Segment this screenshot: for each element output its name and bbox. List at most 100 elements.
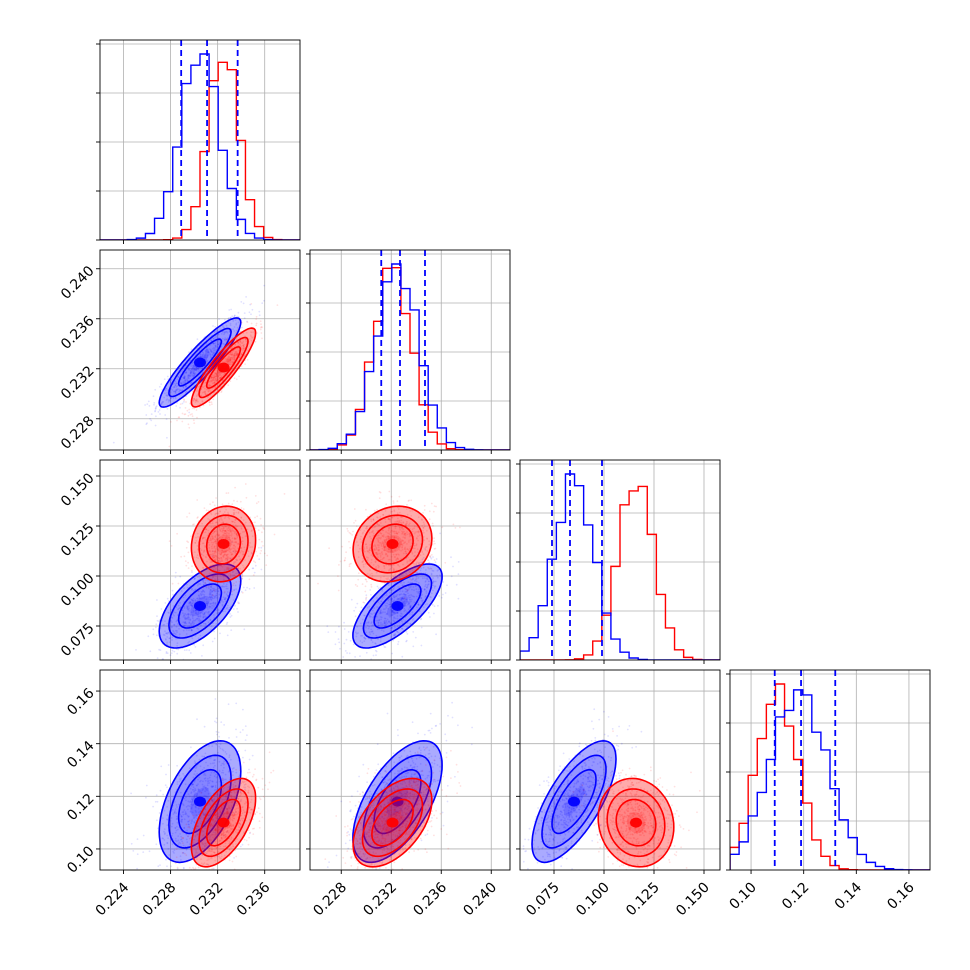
scatter-point	[348, 540, 350, 543]
scatter-point	[238, 580, 241, 583]
scatter-point	[199, 597, 202, 600]
scatter-point	[202, 353, 205, 356]
scatter-point	[175, 405, 178, 407]
density-peak	[217, 362, 230, 373]
scatter-point	[219, 376, 222, 379]
scatter-point	[217, 379, 220, 382]
scatter-point	[155, 405, 158, 407]
scatter-point	[385, 619, 388, 622]
scatter-point	[207, 777, 209, 780]
scatter-point	[196, 394, 199, 396]
scatter-point	[237, 328, 239, 331]
scatter-point	[220, 553, 222, 556]
scatter-point	[203, 725, 206, 728]
scatter-point	[401, 533, 403, 535]
scatter-point	[357, 544, 360, 547]
scatter-point	[232, 786, 235, 789]
scatter-point	[379, 554, 382, 557]
scatter-point	[223, 591, 226, 594]
scatter-point	[407, 581, 410, 583]
scatter-point	[227, 359, 230, 361]
scatter-point	[231, 540, 234, 542]
scatter-point	[149, 418, 152, 420]
scatter-point	[399, 593, 401, 596]
scatter-point	[394, 626, 396, 629]
scatter-point	[367, 627, 370, 630]
scatter-point	[198, 594, 200, 597]
scatter-point	[378, 619, 380, 622]
scatter-point	[208, 605, 211, 608]
scatter-point	[218, 855, 220, 858]
scatter-point	[215, 721, 218, 724]
scatter-point	[225, 339, 227, 341]
scatter-point	[190, 628, 193, 631]
scatter-point	[230, 308, 233, 311]
scatter-point	[166, 806, 169, 808]
scatter-point	[202, 622, 205, 625]
scatter-point	[234, 352, 237, 355]
scatter-point	[401, 540, 404, 542]
scatter-point	[214, 377, 217, 380]
scatter-point	[213, 759, 215, 762]
scatter-point	[236, 534, 239, 537]
scatter-point	[232, 570, 235, 573]
scatter-point	[207, 579, 209, 582]
scatter-point	[212, 589, 215, 592]
scatter-point	[216, 370, 219, 373]
scatter-point	[234, 319, 237, 321]
scatter-point	[251, 567, 254, 570]
scatter-point	[200, 342, 203, 345]
scatter-point	[415, 578, 417, 581]
scatter-point	[240, 527, 243, 529]
scatter-point	[205, 761, 207, 764]
scatter-point	[191, 797, 193, 800]
scatter-point	[214, 759, 217, 761]
scatter-point	[217, 548, 219, 551]
scatter-point	[168, 637, 171, 640]
scatter-point	[215, 743, 218, 746]
scatter-point	[386, 578, 389, 581]
scatter-point	[170, 378, 173, 381]
scatter-point	[363, 547, 366, 550]
scatter-point	[378, 524, 381, 526]
scatter-point	[203, 794, 206, 797]
scatter-point	[393, 530, 395, 532]
scatter-point	[225, 525, 228, 528]
scatter-point	[155, 415, 157, 418]
scatter-point	[254, 516, 256, 519]
scatter-point	[203, 611, 206, 614]
scatter-point	[361, 641, 364, 644]
scatter-point	[433, 612, 435, 615]
scatter-point	[178, 416, 181, 419]
scatter-point	[242, 551, 245, 553]
scatter-point	[240, 528, 243, 530]
scatter-point	[165, 387, 168, 390]
scatter-point	[390, 622, 392, 625]
scatter-point	[191, 799, 194, 801]
scatter-point	[357, 550, 360, 553]
scatter-point	[177, 835, 180, 837]
scatter-point	[206, 787, 209, 790]
scatter-point	[217, 378, 219, 381]
scatter-point	[422, 512, 424, 514]
scatter-point	[260, 568, 263, 571]
contour-line	[198, 336, 249, 399]
scatter-point	[390, 577, 393, 579]
scatter-point	[169, 391, 172, 393]
scatter-point	[207, 529, 210, 532]
scatter-point	[178, 635, 181, 638]
scatter-point	[392, 611, 395, 614]
scatter-point	[237, 567, 239, 570]
scatter-point	[185, 805, 188, 808]
scatter-point	[371, 530, 374, 533]
scatter-point	[213, 530, 216, 533]
scatter-point	[397, 563, 399, 566]
scatter-point	[208, 606, 211, 609]
scatter-point	[188, 388, 191, 390]
scatter-point	[225, 778, 227, 781]
scatter-point	[190, 348, 193, 351]
scatter-point	[217, 343, 220, 346]
scatter-point	[379, 602, 381, 605]
scatter-point	[172, 397, 175, 400]
scatter-point	[390, 626, 393, 629]
